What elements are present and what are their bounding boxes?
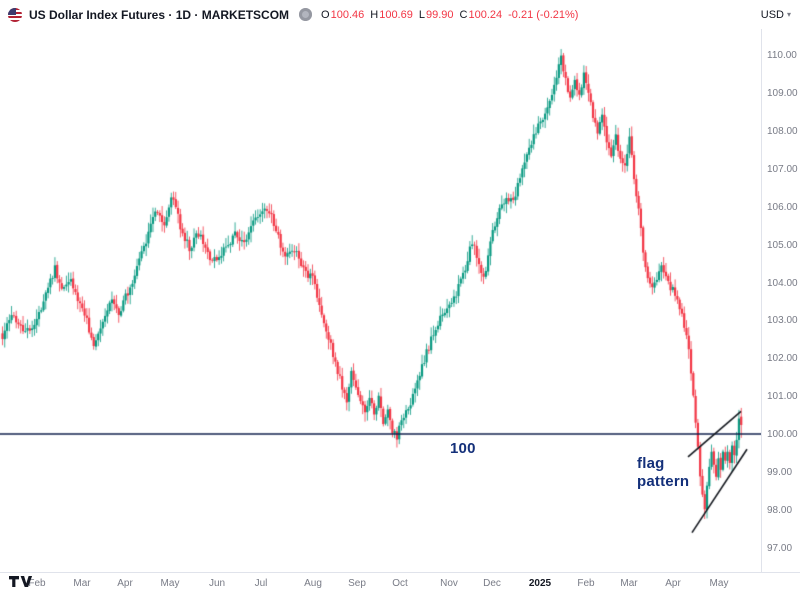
tradingview-logo[interactable] [8,575,34,588]
time-axis-label: Oct [392,578,408,589]
time-axis-label: Mar [620,578,638,589]
flag-annotation-line2: pattern [637,473,690,490]
open-value: 100.46 [330,8,365,21]
time-axis-label: Jun [208,578,226,589]
time-axis-label: Dec [483,578,501,589]
high-label: H [370,8,379,21]
hline-price-label[interactable]: 100 [450,440,476,457]
price-axis-label: 102.00 [767,353,798,365]
price-axis-label: 103.00 [767,315,798,327]
price-axis-label: 104.00 [767,277,798,289]
candlestick-chart-canvas[interactable] [0,29,761,572]
price-axis-label: 100.00 [767,429,798,441]
high-value: 100.69 [379,8,413,21]
price-axis-label: 107.00 [767,163,798,175]
low-value: 99.90 [425,8,454,21]
price-axis-label: 99.00 [767,466,793,478]
time-axis-label: Apr [117,578,133,589]
price-axis-label: 110.00 [767,50,797,62]
ohlc-readout: O 100.46 H 100.69 L 99.90 C 100.24 -0.21… [321,9,578,21]
price-axis-label: 109.00 [767,88,798,100]
price-axis-label: 105.00 [767,239,798,251]
time-axis-label: Feb [577,578,595,589]
low-label: L [418,8,425,21]
chevron-down-icon: ▾ [786,10,791,19]
time-axis-label: Mar [73,578,91,589]
time-axis-label: Apr [665,578,681,589]
price-axis-label: 98.00 [767,504,793,516]
time-axis-label: Aug [304,578,322,589]
time-axis-label: Nov [440,578,458,589]
close-label: C [459,8,468,21]
price-axis-label: 106.00 [767,201,798,213]
time-axis-labels: Feb Mar Apr May Jun Jul Aug Sep Oct Nov Dec 2025 Feb… [0,573,761,594]
flag-annotation-line1: flag [637,455,665,472]
time-axis-label: May [709,578,729,589]
time-axis-label: May [160,578,180,589]
change-value: -0.21 (-0.21%) [508,8,579,21]
price-axis-label: 101.00 [767,391,798,403]
flag-pattern-annotation[interactable]: flag pattern [637,455,689,491]
marketscom-logo-icon [299,8,313,21]
time-axis[interactable]: Feb Mar Apr May Jun Jul Aug Sep Oct Nov Dec 2025 Feb… [0,572,800,594]
time-axis-label: Jul [254,578,268,589]
chart-plot-area: 100 flag pattern [0,29,761,572]
chart-topbar: US Dollar Index Futures · 1D · MARKETSCO… [0,0,800,29]
us-flag-icon [8,7,22,22]
symbol-title[interactable]: US Dollar Index Futures · 1D · MARKETSCO… [29,7,290,22]
time-axis-label: 2025 [528,578,552,589]
currency-label: USD [760,8,784,21]
open-label: O [321,8,330,21]
time-axis-label: Sep [348,578,366,589]
currency-selector[interactable]: USD ▾ [761,0,791,29]
price-axis-label: 97.00 [767,542,793,554]
time-axis-label: Feb [28,578,46,589]
close-value: 100.24 [468,8,503,21]
price-axis-label: 108.00 [767,125,798,137]
price-axis[interactable]: 97.00 98.00 99.00 100.00 101.00 102.00 103.00 1… [761,29,800,572]
